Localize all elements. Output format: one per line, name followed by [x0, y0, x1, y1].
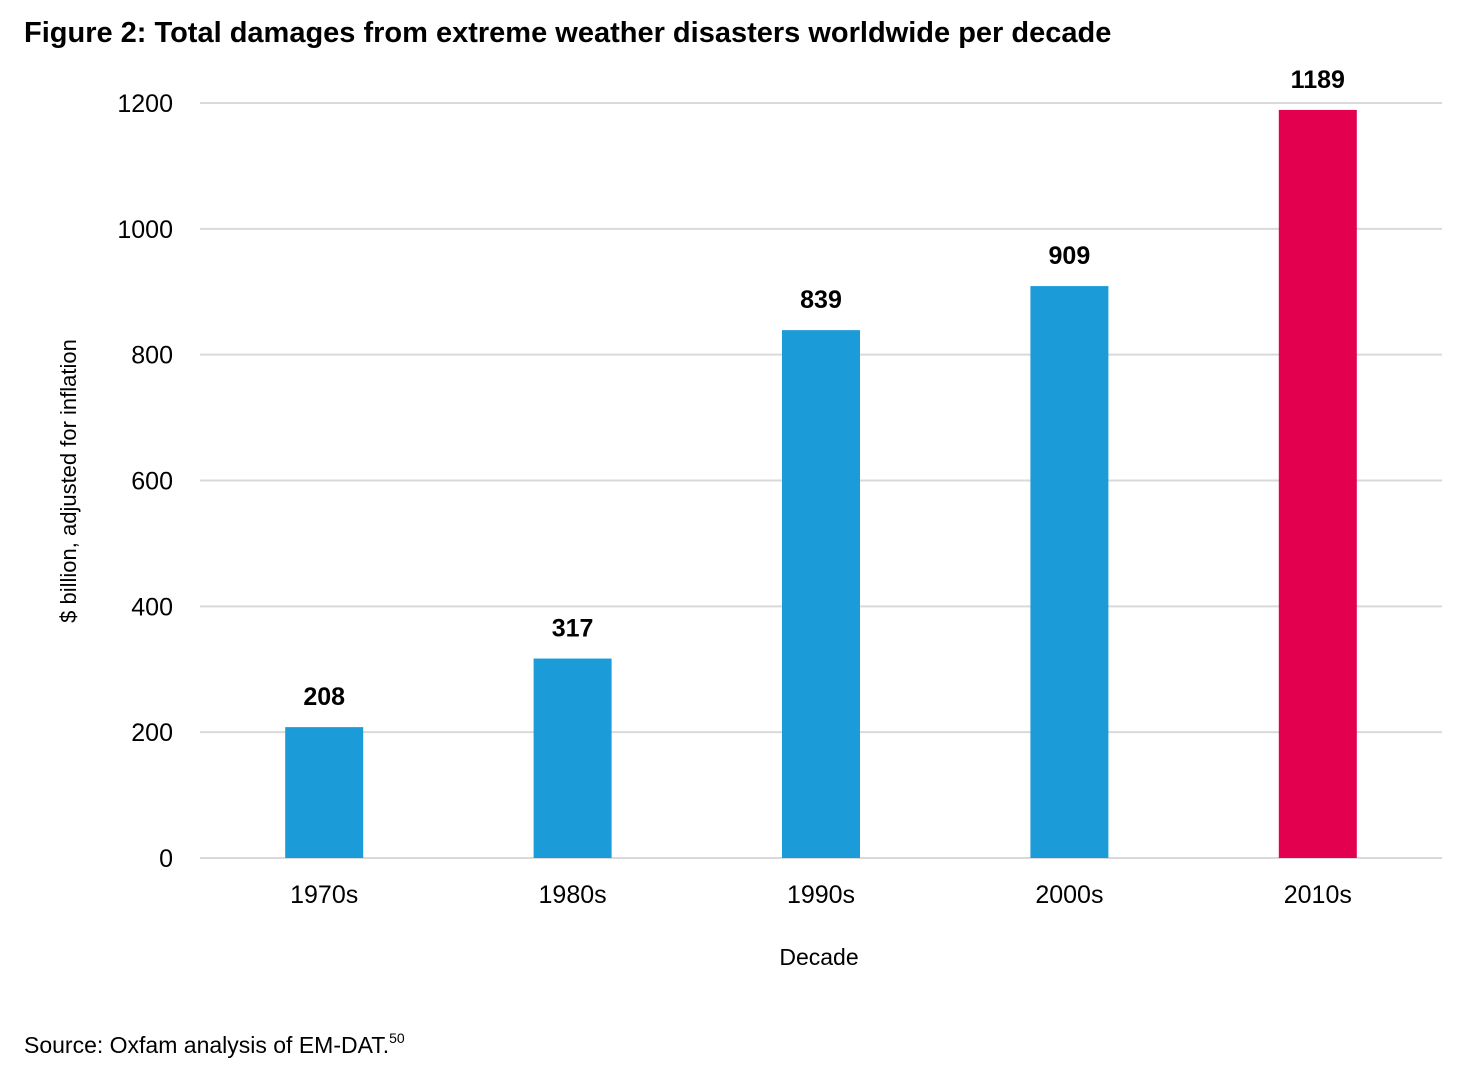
y-tick-label: 1200 — [117, 90, 173, 118]
data-label-2000s: 909 — [1049, 242, 1091, 270]
x-tick-label: 1980s — [539, 881, 607, 909]
source-text: Source: Oxfam analysis of EM-DAT. — [24, 1032, 390, 1058]
data-label-1970s: 208 — [303, 683, 345, 711]
bar-1980s — [533, 658, 612, 858]
figure-title: Figure 2: Total damages from extreme wea… — [24, 17, 1112, 49]
y-tick-label: 0 — [159, 845, 173, 873]
bar-2000s — [1030, 286, 1109, 858]
y-tick-label: 200 — [131, 719, 173, 747]
bar-1970s — [285, 727, 364, 858]
y-tick-label: 600 — [131, 468, 173, 496]
data-label-1980s: 317 — [552, 615, 594, 643]
y-axis-ticks: 0 200 400 600 800 1000 1200 — [117, 90, 173, 873]
bars — [285, 109, 1357, 859]
source-footnote: 50 — [389, 1030, 405, 1046]
y-tick-label: 800 — [131, 342, 173, 370]
x-axis-title: Decade — [779, 944, 858, 970]
data-label-2010s: 1189 — [1291, 66, 1345, 94]
y-axis-title: $ billion, adjusted for inflation — [56, 339, 81, 623]
y-tick-label: 400 — [131, 593, 173, 621]
source-note: Source: Oxfam analysis of EM-DAT.50 — [24, 1030, 405, 1059]
x-tick-label: 1970s — [290, 881, 358, 909]
x-tick-label: 2010s — [1284, 881, 1352, 909]
x-tick-label: 1990s — [787, 881, 855, 909]
y-tick-label: 1000 — [117, 216, 173, 244]
bar-chart: 0 200 400 600 800 1000 1200 208 317 839 909 1189 1… — [56, 66, 1442, 970]
data-labels: 208 317 839 909 1189 — [303, 66, 1345, 711]
bar-1990s — [782, 330, 860, 859]
bar-2010s — [1278, 109, 1357, 858]
x-axis-ticks: 1970s 1980s 1990s 2000s 2010s — [290, 881, 1352, 909]
x-tick-label: 2000s — [1035, 881, 1103, 909]
data-label-1990s: 839 — [800, 286, 842, 314]
